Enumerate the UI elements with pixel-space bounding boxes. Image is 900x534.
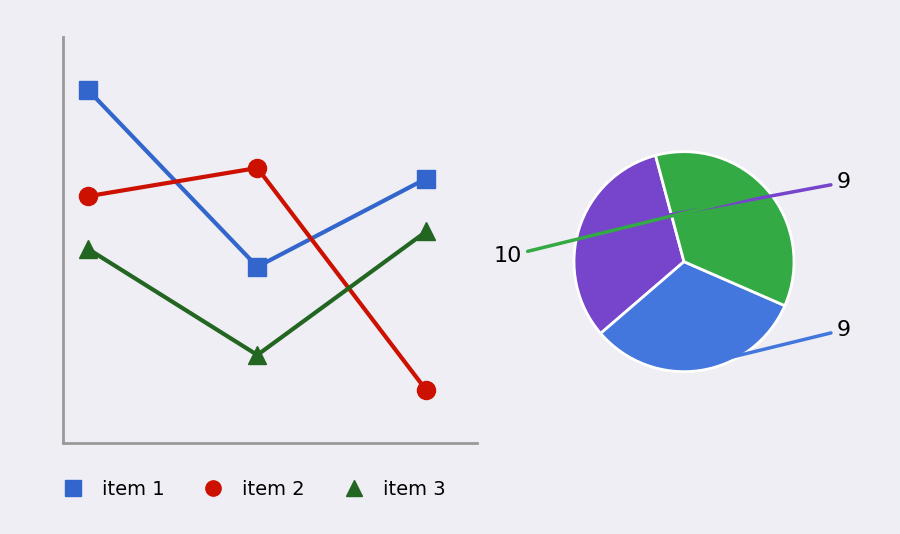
item 1 (252, 264, 263, 270)
item 2 (252, 165, 263, 171)
Text: 9: 9 (702, 320, 850, 364)
item 2 (83, 193, 94, 199)
item 3 (421, 228, 432, 234)
Line: item 3: item 3 (79, 223, 436, 364)
Wedge shape (574, 155, 684, 333)
Legend: item 1, item 2, item 3: item 1, item 2, item 3 (46, 472, 453, 507)
item 3 (252, 352, 263, 358)
Wedge shape (655, 152, 794, 305)
Line: item 1: item 1 (79, 81, 436, 276)
item 3 (83, 246, 94, 253)
Line: item 2: item 2 (79, 159, 436, 399)
Text: 9: 9 (587, 172, 850, 230)
Wedge shape (600, 262, 785, 372)
item 2 (421, 387, 432, 394)
item 1 (421, 175, 432, 182)
Text: 10: 10 (494, 194, 760, 266)
item 1 (83, 87, 94, 93)
